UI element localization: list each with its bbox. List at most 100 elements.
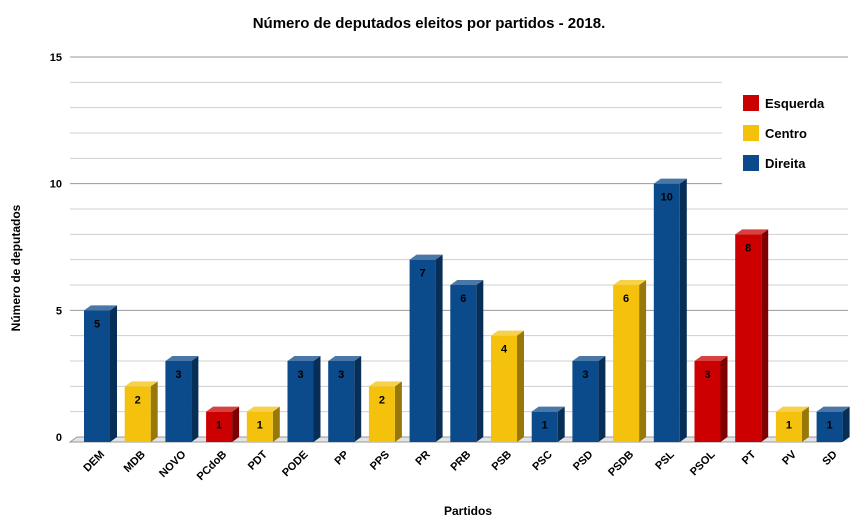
bar-side-face	[598, 356, 606, 442]
data-label: 7	[420, 268, 426, 280]
bar-front-face	[206, 411, 233, 442]
x-tick-label: PT	[740, 448, 759, 467]
x-tick-label: PP	[332, 449, 351, 468]
bar-top-face	[653, 178, 687, 184]
x-tick-label: MDB	[122, 449, 148, 475]
data-label: 10	[661, 192, 673, 204]
data-label: 3	[338, 369, 344, 381]
bar-front-face	[246, 411, 273, 442]
x-tick-label: SD	[820, 449, 839, 468]
data-label: 6	[460, 293, 466, 305]
bar-PSD: 3	[572, 356, 606, 442]
bar-top-face	[694, 356, 728, 361]
data-label: 1	[216, 420, 222, 432]
bar-front-face	[287, 361, 314, 442]
bar-SD: 1	[816, 406, 850, 442]
bar-top-face	[206, 406, 240, 412]
data-label: 3	[582, 369, 588, 381]
bar-PSDB: 6	[613, 280, 647, 442]
x-tick-label: PRB	[449, 449, 474, 474]
data-label: 4	[501, 344, 508, 356]
bar-side-face	[639, 280, 647, 442]
bar-front-face	[328, 361, 355, 442]
x-tick-label: PR	[413, 449, 432, 468]
y-tick-label: 15	[50, 52, 62, 64]
bar-top-face	[84, 305, 117, 311]
bar-PSC: 1	[531, 406, 565, 442]
bar-front-face	[613, 285, 640, 442]
bar-DEM: 5	[84, 305, 117, 442]
bar-PODE: 3	[287, 356, 321, 442]
y-tick-label: 5	[56, 305, 62, 317]
data-label: 5	[94, 318, 100, 330]
bar-top-face	[572, 356, 606, 361]
bar-side-face	[476, 280, 484, 442]
data-label: 1	[542, 420, 548, 432]
x-tick-label: PSL	[653, 448, 677, 472]
data-label: 2	[135, 394, 141, 406]
legend-swatch	[743, 95, 759, 111]
bars: 5 2 3 1 1 3 3 2 7 6 4 1 3 6 10 3 8 1 1	[84, 178, 850, 442]
bar-top-face	[246, 406, 280, 412]
bar-front-face	[572, 361, 599, 442]
bar-front-face	[84, 310, 110, 442]
bar-side-face	[801, 406, 809, 442]
x-tick-label: PSB	[490, 449, 515, 474]
data-label: 1	[786, 420, 792, 432]
bar-side-face	[110, 305, 117, 442]
x-tick-label: PODE	[280, 449, 311, 480]
bar-top-face	[491, 330, 524, 336]
data-label: 3	[297, 369, 303, 381]
bar-top-face	[531, 406, 565, 412]
y-tick-label: 10	[50, 179, 62, 191]
x-tick-label: PPS	[368, 449, 392, 473]
legend: Esquerda Centro Direita	[722, 77, 848, 189]
bar-side-face	[272, 406, 280, 442]
legend-label: Centro	[765, 126, 807, 141]
legend-label: Direita	[765, 156, 806, 171]
bar-side-face	[842, 406, 850, 442]
bar-top-face	[165, 356, 199, 361]
legend-swatch	[743, 125, 759, 141]
y-axis-ticks: 0 5 10 15	[50, 52, 62, 444]
bar-front-face	[368, 386, 395, 442]
data-label: 1	[827, 420, 833, 432]
bar-front-face	[450, 285, 477, 442]
bar-PV: 1	[775, 406, 809, 442]
bar-PT: 8	[735, 229, 769, 442]
bar-front-face	[735, 234, 762, 442]
legend-swatch	[743, 155, 759, 171]
x-tick-label: PSOL	[688, 448, 718, 478]
bar-front-face	[409, 259, 436, 442]
bar-side-face	[354, 356, 362, 442]
data-label: 8	[745, 242, 751, 254]
bar-top-face	[368, 381, 402, 387]
bar-NOVO: 3	[165, 356, 199, 442]
chart-title: Número de deputados eleitos por partidos…	[253, 15, 606, 32]
y-tick-label: 0	[56, 432, 62, 444]
bar-front-face	[775, 411, 802, 442]
bar-front-face	[531, 411, 558, 442]
data-label: 3	[704, 369, 710, 381]
bar-side-face	[313, 356, 321, 442]
bar-front-face	[491, 335, 517, 442]
x-axis-title: Partidos	[444, 504, 492, 518]
bar-top-face	[409, 254, 443, 260]
bar-front-face	[653, 183, 680, 442]
bar-top-face	[775, 406, 809, 412]
bar-PPS: 2	[368, 381, 402, 442]
x-tick-label: NOVO	[157, 448, 189, 480]
bar-side-face	[679, 178, 687, 442]
bar-front-face	[694, 361, 721, 442]
x-tick-label: PSC	[530, 449, 555, 474]
bar-front-face	[124, 386, 151, 442]
bar-top-face	[124, 381, 158, 387]
x-tick-label: PCdoB	[195, 449, 229, 483]
data-label: 2	[379, 394, 385, 406]
bar-top-face	[735, 229, 769, 235]
bar-top-face	[328, 356, 362, 361]
bar-top-face	[816, 406, 850, 412]
data-label: 1	[257, 420, 263, 432]
x-axis-labels: DEM MDB NOVO PCdoB PDT PODE PP PPS PR PRB PSB PSC PS…	[81, 448, 839, 483]
